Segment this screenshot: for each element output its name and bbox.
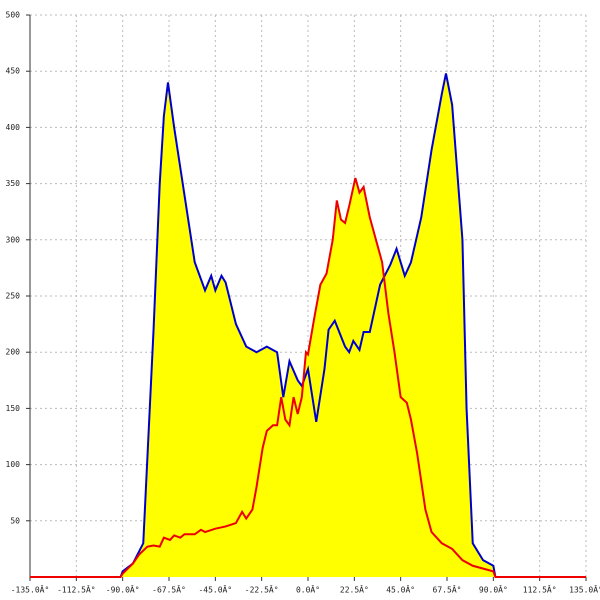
x-tick-label: -112.5Â° <box>57 584 96 595</box>
x-tick-label: 90.0Â° <box>479 584 508 595</box>
area-fill <box>30 177 586 578</box>
y-tick-label: 200 <box>6 348 21 357</box>
x-tick-label: 67.5Â° <box>433 584 462 595</box>
x-tick-label: -22.5Â° <box>245 584 279 595</box>
x-tick-label: 135.0Â° <box>569 584 600 595</box>
y-tick-label: 450 <box>6 67 21 76</box>
y-tick-label: 500 <box>6 11 21 20</box>
x-tick-label: -45.0Â° <box>198 584 232 595</box>
x-tick-label: -90.0Â° <box>106 584 140 595</box>
y-tick-label: 350 <box>6 179 21 188</box>
series-line <box>119 73 497 578</box>
x-tick-label: 0.0Â° <box>296 584 320 595</box>
x-tick-label: -135.0Â° <box>11 584 50 595</box>
x-tick-label: -67.5Â° <box>152 584 186 595</box>
y-tick-label: 400 <box>6 123 21 132</box>
x-tick-label: 22.5Â° <box>340 584 369 595</box>
y-tick-label: 100 <box>6 460 21 469</box>
x-tick-label: 45.0Â° <box>386 584 415 595</box>
y-tick-label: 50 <box>10 516 20 525</box>
y-tick-label: 300 <box>6 235 21 244</box>
y-tick-label: 250 <box>6 292 21 301</box>
y-tick-label: 150 <box>6 404 21 413</box>
series-line <box>30 177 586 578</box>
x-tick-label: 112.5Â° <box>523 584 557 595</box>
